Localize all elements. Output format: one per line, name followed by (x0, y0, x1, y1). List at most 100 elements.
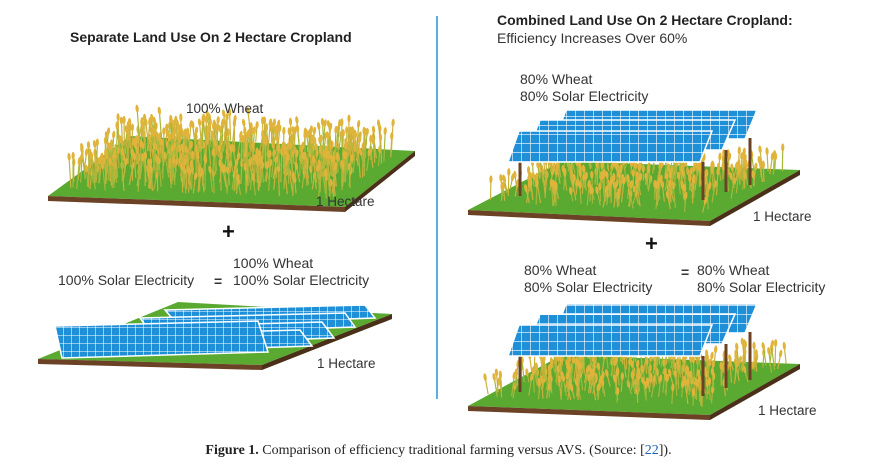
wheat-stalk (101, 165, 106, 191)
wheat-head (676, 357, 680, 366)
wheat-stalk (251, 144, 254, 175)
wheat-stalk (98, 156, 103, 184)
wheat-head (128, 117, 132, 126)
wheat-head (499, 174, 503, 183)
wheat-head (595, 186, 599, 195)
wheat-head (531, 366, 535, 375)
wheat-stalk (332, 165, 337, 198)
wheat-head (319, 134, 323, 143)
wheat-head (578, 169, 582, 178)
wheat-stalk (292, 137, 295, 164)
wheat-head (554, 182, 558, 191)
wheat-head (502, 175, 507, 184)
wheat-head (258, 155, 262, 164)
wheat-head (227, 108, 232, 117)
wheat-stalk (212, 151, 215, 181)
wheat-head (531, 171, 536, 180)
wheat-head (658, 374, 663, 383)
wheat-head (540, 357, 545, 366)
wheat-head (614, 355, 619, 364)
wheat-head (190, 165, 194, 174)
wheat-head (212, 147, 216, 156)
wheat-head (668, 179, 672, 188)
wheat-head (600, 171, 604, 180)
wheat-stalk (342, 133, 344, 160)
wheat-head (350, 126, 354, 135)
wheat-head (738, 355, 742, 364)
wheat-head (719, 361, 723, 370)
wheat-head (589, 368, 593, 377)
wheat-head (770, 339, 774, 348)
wheat-stalk (201, 157, 206, 186)
wheat-head (774, 339, 778, 348)
wheat-stalk (145, 121, 150, 152)
wheat-head (286, 152, 290, 161)
wheat-head (194, 126, 199, 135)
wheat-head (584, 171, 588, 180)
wheat-head (483, 373, 487, 382)
wheat-stalk (176, 127, 182, 152)
wheat-head (376, 119, 381, 128)
caption-reference-link[interactable]: 22 (644, 443, 659, 458)
wheat-stalk (352, 147, 356, 173)
wheat-head (347, 114, 351, 123)
wheat-stalk (253, 157, 257, 186)
wheat-head (316, 122, 321, 130)
wheat-head (721, 162, 725, 171)
wheat-head (761, 342, 765, 351)
wheat-head (179, 162, 183, 171)
wheat-stalk (601, 175, 606, 200)
wheat-head (680, 181, 684, 190)
wheat-head (108, 157, 112, 166)
wheat-head (494, 368, 499, 377)
wheat-head (369, 134, 373, 143)
wheat-head (692, 174, 696, 183)
wheat-head (80, 146, 84, 155)
wheat-label: 100% Wheat (186, 101, 264, 116)
wheat-head (752, 341, 756, 350)
wheat-head (645, 377, 650, 386)
wheat-stalk (613, 183, 618, 208)
wheat-head (182, 166, 186, 175)
wheat-head (612, 374, 617, 383)
wheat-head (555, 161, 559, 170)
wheat-head (568, 378, 572, 387)
wheat-head (736, 163, 741, 171)
wheat-head (84, 164, 89, 173)
wheat-head (781, 143, 785, 152)
elevated-solar-panels (506, 303, 759, 357)
wheat-head (218, 159, 222, 168)
wheat-head (767, 347, 771, 356)
wheat-head (492, 373, 496, 381)
wheat-head (773, 152, 778, 161)
wheat-head (629, 180, 634, 189)
wheat-head (646, 165, 650, 174)
wheat-head (130, 123, 135, 132)
wheat-head (115, 120, 119, 129)
wheat-head (344, 140, 348, 149)
wheat-stalk (193, 130, 198, 160)
wheat-head (688, 370, 693, 379)
wheat-head (255, 121, 259, 130)
wheat-head (710, 367, 715, 376)
wheat-head (557, 375, 561, 384)
wheat-stalk (319, 148, 324, 181)
wheat-stalk (157, 136, 162, 163)
figure-caption: Figure 1. Comparison of efficiency tradi… (0, 443, 877, 459)
wheat-head (77, 157, 82, 165)
wheat-head (217, 144, 222, 153)
wheat-stalk (379, 137, 383, 164)
wheat-head (742, 365, 747, 374)
plus-sign: + (222, 219, 235, 244)
wheat-head (765, 147, 769, 156)
wheat-head (671, 383, 675, 392)
wheat-head (303, 151, 307, 160)
wheat-head (327, 150, 331, 159)
wheat-head (193, 172, 198, 181)
wheat-stalk (280, 151, 283, 183)
wheat-head (330, 155, 334, 164)
wheat-head (183, 158, 187, 167)
wheat-head (673, 369, 677, 378)
wheat-stalk (201, 117, 205, 147)
wheat-head (631, 169, 635, 178)
